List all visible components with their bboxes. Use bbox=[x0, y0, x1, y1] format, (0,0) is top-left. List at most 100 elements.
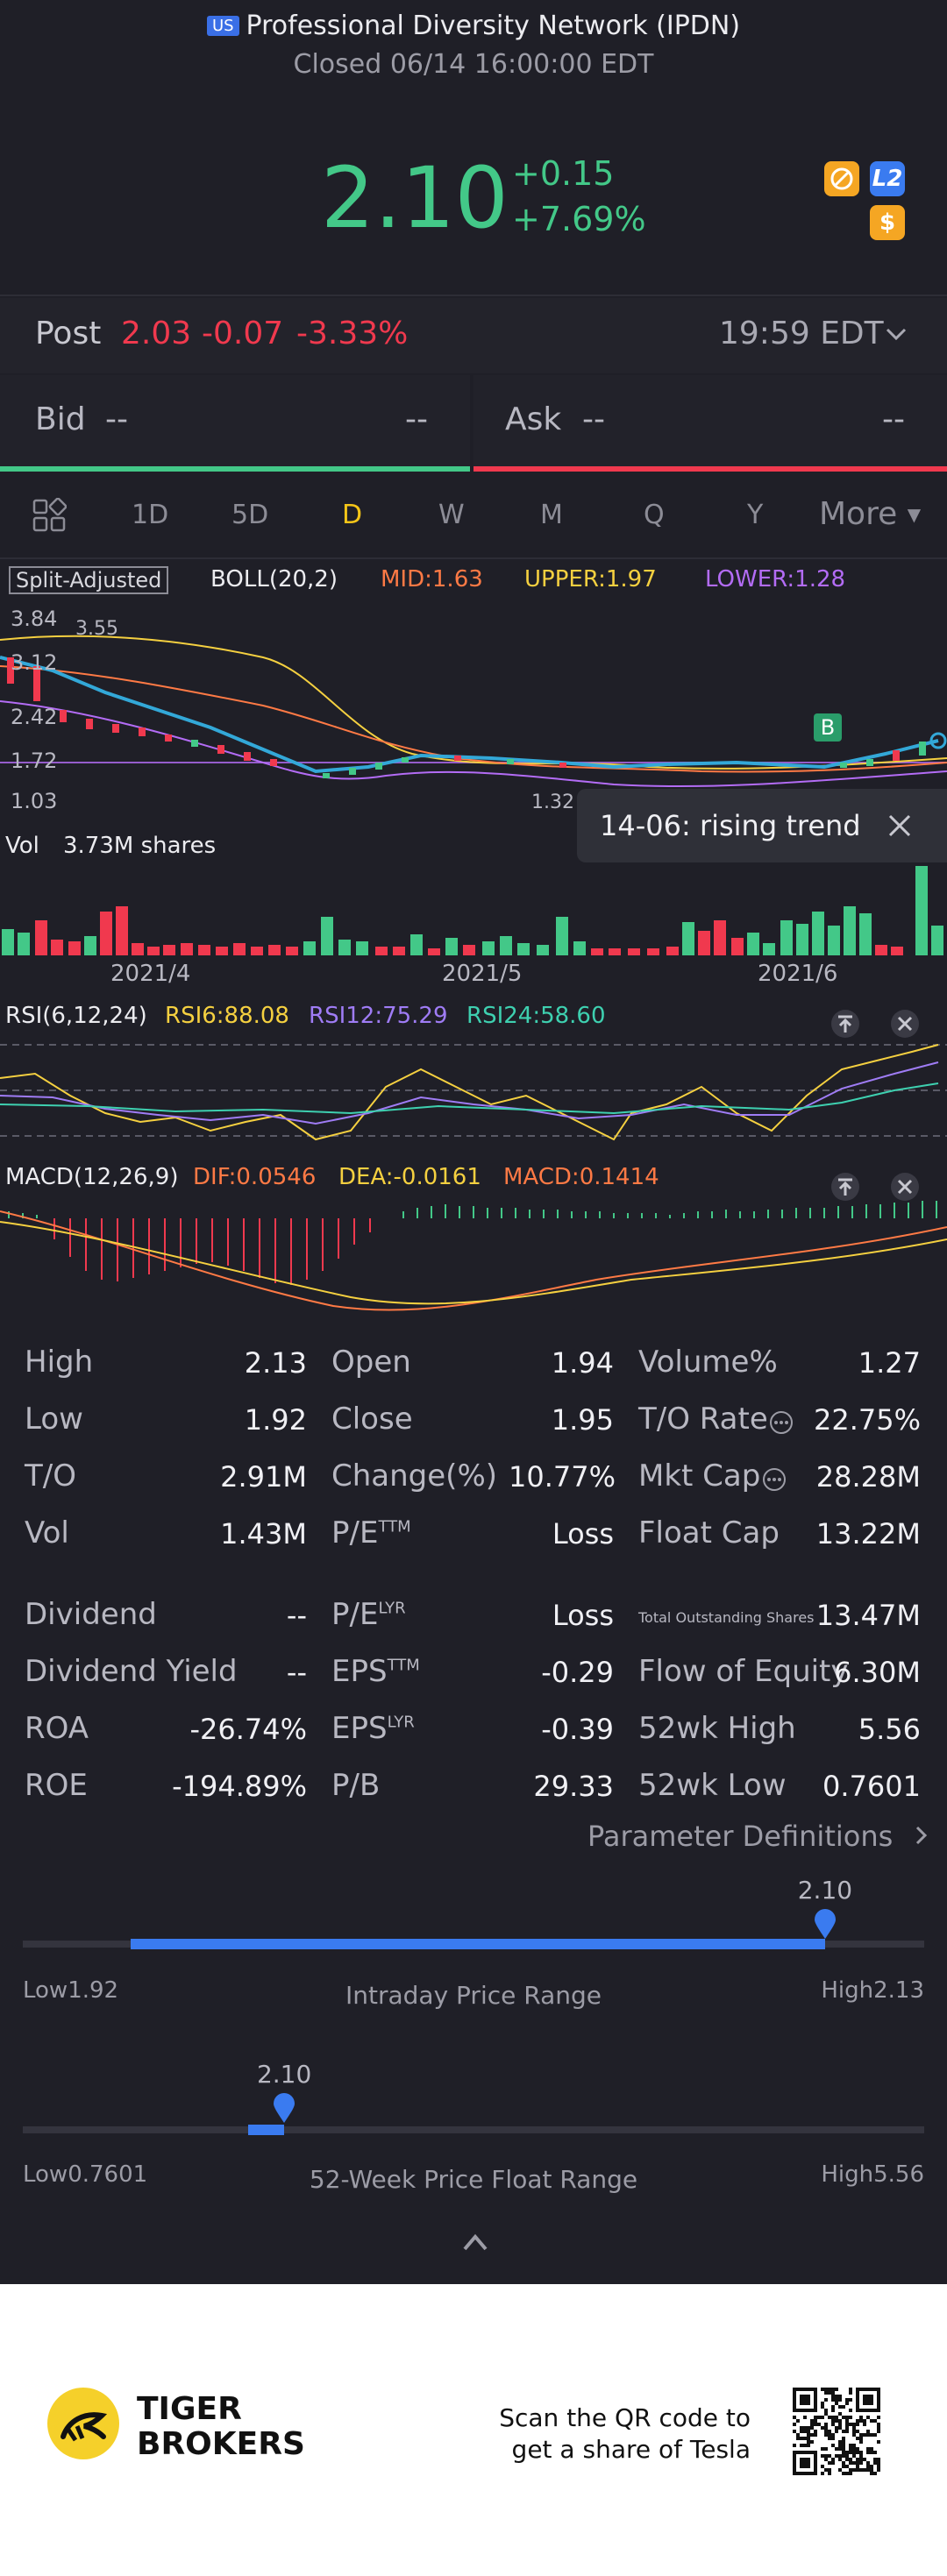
week52-low-label: Low bbox=[23, 2161, 68, 2188]
stat-value: 1.43M bbox=[220, 1517, 307, 1551]
macd-chart bbox=[0, 1201, 947, 1311]
stat-value: 0.7601 bbox=[822, 1770, 921, 1803]
stat-value: 28.28M bbox=[815, 1460, 921, 1494]
split-adjusted-toggle[interactable]: Split-Adjusted bbox=[9, 566, 169, 594]
stat-value: -- bbox=[286, 1599, 307, 1632]
macd-dea: DEA:-0.0161 bbox=[338, 1164, 481, 1190]
week52-low: Low0.7601 bbox=[23, 2161, 147, 2188]
intraday-low: Low1.92 bbox=[23, 1977, 118, 2004]
us-flag-badge: US bbox=[206, 16, 239, 36]
candles bbox=[7, 657, 926, 778]
ask-label: Ask bbox=[505, 401, 562, 437]
vol-label: Vol bbox=[5, 833, 39, 859]
volume-chart bbox=[2, 866, 943, 955]
tab-more[interactable]: More ▼ bbox=[819, 496, 921, 532]
info-icon[interactable] bbox=[761, 1466, 787, 1493]
macd-value: MACD:0.1414 bbox=[503, 1164, 659, 1190]
parameter-definitions-link[interactable]: Parameter Definitions bbox=[587, 1820, 931, 1853]
x-tick-apr: 2021/4 bbox=[110, 961, 191, 987]
close-icon[interactable] bbox=[886, 812, 914, 840]
candlestick-chart[interactable]: B 3.84 3.55 3.12 2.42 1.72 1.03 1.32 bbox=[0, 605, 947, 815]
stat-label-sup: TTM bbox=[387, 1656, 420, 1675]
stat-value: 1.94 bbox=[551, 1346, 614, 1380]
tab-q[interactable]: Q bbox=[644, 500, 665, 530]
intraday-high-value: 2.13 bbox=[873, 1977, 924, 2004]
stat-label: Open bbox=[331, 1345, 411, 1380]
price-tick-high: 3.84 bbox=[11, 607, 57, 631]
qr-code-icon[interactable] bbox=[793, 2388, 880, 2475]
x-tick-jun: 2021/6 bbox=[758, 961, 838, 987]
market-status: Closed 06/14 16:00:00 EDT bbox=[293, 49, 654, 80]
week52-fill bbox=[248, 2125, 285, 2135]
week52-low-value: 0.7601 bbox=[68, 2161, 148, 2188]
stat-value: 5.56 bbox=[858, 1713, 921, 1746]
tab-m[interactable]: M bbox=[540, 500, 563, 530]
week52-track bbox=[23, 2126, 924, 2133]
stat-label-text: P/E bbox=[331, 1515, 379, 1551]
stat-value: 13.22M bbox=[815, 1517, 921, 1551]
tab-d[interactable]: D bbox=[342, 500, 363, 530]
chevron-down-icon[interactable] bbox=[884, 326, 908, 344]
pin-top-icon[interactable] bbox=[830, 1171, 861, 1203]
tab-more-label: More bbox=[819, 496, 898, 532]
ask-size: -- bbox=[882, 401, 905, 437]
stat-label: ROE bbox=[25, 1768, 88, 1803]
location-pin-icon bbox=[814, 1909, 836, 1939]
tab-1d[interactable]: 1D bbox=[132, 500, 169, 530]
intraday-low-label: Low bbox=[23, 1977, 68, 2004]
boll-label[interactable]: BOLL(20,2) bbox=[210, 566, 338, 593]
price-change-pct: +7.69% bbox=[512, 200, 646, 238]
rsi24-value: RSI24:58.60 bbox=[466, 1003, 606, 1029]
stat-label: Flow of Equity bbox=[638, 1654, 849, 1689]
pin-top-icon[interactable] bbox=[830, 1008, 861, 1040]
week52-high-value: 5.56 bbox=[873, 2161, 924, 2188]
tab-w[interactable]: W bbox=[438, 500, 465, 530]
stat-value: 2.13 bbox=[244, 1346, 307, 1380]
stat-label: High bbox=[25, 1345, 94, 1380]
intraday-title: Intraday Price Range bbox=[345, 1981, 602, 2010]
post-change-pct: -3.33% bbox=[296, 316, 409, 351]
chart-layout-icon[interactable] bbox=[32, 498, 67, 533]
macd-label[interactable]: MACD(12,26,9) bbox=[5, 1164, 179, 1190]
tab-5d[interactable]: 5D bbox=[231, 500, 269, 530]
intraday-marker-label: 2.10 bbox=[797, 1876, 853, 1905]
dollar-icon[interactable]: $ bbox=[870, 205, 905, 240]
price-change: +0.15 bbox=[512, 154, 615, 193]
stock-name: Professional Diversity Network (IPDN) bbox=[246, 11, 741, 41]
stat-value: Loss bbox=[552, 1599, 614, 1632]
vol-value: 3.73M shares bbox=[63, 833, 217, 859]
week52-title: 52-Week Price Float Range bbox=[309, 2165, 638, 2194]
stat-label: ROA bbox=[25, 1711, 89, 1746]
caret-down-icon: ▼ bbox=[907, 504, 922, 525]
buy-signal-text: B bbox=[821, 715, 835, 740]
promo-line1: Scan the QR code to bbox=[499, 2403, 751, 2432]
close-indicator-icon[interactable] bbox=[889, 1008, 921, 1040]
buy-signal-marker[interactable] bbox=[814, 713, 842, 742]
trend-tooltip: 14-06: rising trend bbox=[577, 789, 947, 862]
short-sell-icon[interactable] bbox=[824, 161, 859, 196]
ask-panel: Ask -- -- bbox=[474, 375, 947, 472]
stat-value: 22.75% bbox=[813, 1403, 921, 1437]
tab-y[interactable]: Y bbox=[747, 500, 764, 530]
close-indicator-icon[interactable] bbox=[889, 1171, 921, 1203]
stat-label: T/O Rate bbox=[638, 1402, 768, 1437]
intraday-fill bbox=[131, 1939, 825, 1949]
stat-label: Dividend Yield bbox=[25, 1654, 238, 1689]
post-market-row[interactable]: Post 2.03 -0.07 -3.33% 19:59 EDT bbox=[0, 298, 947, 373]
bid-label: Bid bbox=[35, 401, 86, 437]
price-tick-max-label: 3.55 bbox=[75, 618, 118, 640]
bid-size: -- bbox=[405, 401, 428, 437]
promo-footer: TIGER BROKERS Scan the QR code to get a … bbox=[0, 2284, 947, 2576]
rsi-label[interactable]: RSI(6,12,24) bbox=[5, 1003, 147, 1029]
stat-label: 52wk Low bbox=[638, 1768, 787, 1803]
level2-icon[interactable]: L2 bbox=[870, 161, 905, 196]
bid-price: -- bbox=[105, 401, 128, 437]
boll-mid: MID:1.63 bbox=[381, 566, 483, 593]
info-icon[interactable] bbox=[768, 1409, 794, 1436]
week52-high-label: High bbox=[821, 2161, 874, 2188]
chevron-up-icon[interactable] bbox=[461, 2232, 489, 2253]
stat-label: Mkt Cap bbox=[638, 1458, 761, 1494]
stat-value: 10.77% bbox=[509, 1460, 616, 1494]
stat-label-text: EPS bbox=[331, 1654, 388, 1689]
tiger-logo-icon bbox=[47, 2388, 119, 2459]
